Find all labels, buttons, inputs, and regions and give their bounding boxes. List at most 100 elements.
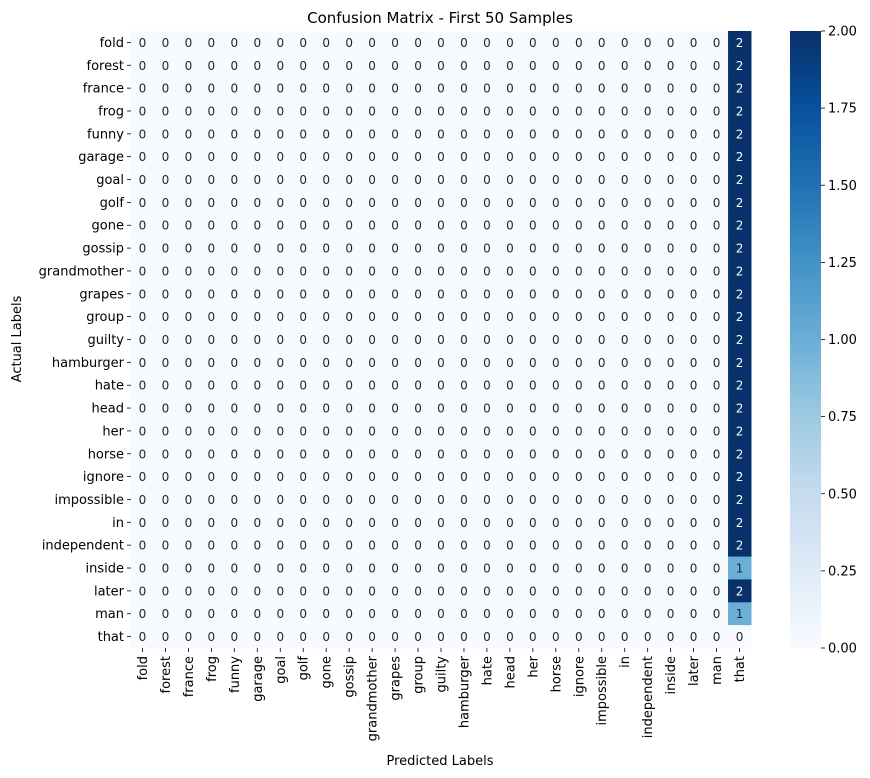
cell-value: 0	[231, 287, 239, 301]
heatmap-cell	[268, 282, 293, 306]
cell-value: 0	[598, 264, 606, 278]
heatmap-cell	[659, 465, 683, 489]
cell-value: 0	[621, 516, 629, 530]
heatmap-cell	[222, 99, 247, 123]
x-tick-label: garage	[251, 656, 266, 702]
heatmap-cell	[245, 625, 270, 649]
heatmap-cell	[705, 31, 729, 55]
cell-value: 0	[139, 607, 147, 621]
heatmap-cell	[406, 31, 431, 55]
heatmap-cell	[636, 31, 660, 55]
y-tick-label: gossip	[82, 242, 124, 257]
cell-value: 0	[483, 607, 491, 621]
y-tick-label: her	[102, 424, 124, 439]
cell-value: 0	[162, 379, 170, 393]
heatmap-cell	[567, 350, 591, 375]
cell-value: 0	[552, 310, 560, 324]
cell-value: 2	[736, 173, 744, 187]
heatmap-cell	[314, 533, 339, 558]
cell-value: 0	[231, 470, 239, 484]
heatmap-cell	[268, 328, 293, 352]
heatmap-cell	[705, 122, 729, 146]
cell-value: 0	[322, 150, 330, 164]
cell-value: 0	[529, 264, 537, 278]
cell-value: 0	[644, 562, 652, 576]
cell-value: 0	[667, 516, 675, 530]
heatmap-cell	[337, 31, 362, 55]
cell-value: 0	[185, 59, 193, 73]
cell-value: 0	[437, 447, 445, 461]
heatmap-cell	[360, 190, 385, 215]
cell-value: 0	[231, 424, 239, 438]
heatmap-cell	[406, 305, 431, 329]
heatmap-cell	[590, 350, 614, 375]
heatmap-cell	[521, 282, 545, 306]
cell-value: 2	[736, 219, 744, 233]
heatmap-cell	[360, 99, 385, 123]
heatmap-cell	[245, 488, 270, 512]
cell-value: 0	[208, 607, 216, 621]
cell-value: 0	[345, 82, 353, 96]
heatmap-cell	[544, 373, 568, 398]
cell-value: 0	[598, 424, 606, 438]
x-tick-label: grandmother	[366, 655, 381, 741]
cell-value: 0	[506, 242, 514, 256]
heatmap-cell	[682, 465, 706, 489]
heatmap-cell	[475, 602, 499, 626]
cell-value: 0	[345, 607, 353, 621]
heatmap-cell	[360, 213, 385, 238]
cell-value: 0	[208, 242, 216, 256]
heatmap-cell	[728, 145, 752, 169]
heatmap-cell	[314, 419, 339, 443]
y-tick-label: hate	[95, 379, 124, 394]
cell-value: 0	[529, 173, 537, 187]
heatmap-cell	[360, 419, 385, 443]
cell-value: 0	[667, 310, 675, 324]
heatmap-cell	[291, 602, 316, 626]
cell-value: 0	[345, 516, 353, 530]
heatmap-cell	[613, 533, 637, 558]
heatmap-cell	[636, 76, 660, 101]
heatmap-cell	[636, 510, 660, 535]
heatmap-cell	[314, 488, 339, 512]
heatmap-cell	[337, 579, 362, 603]
heatmap-cell	[199, 602, 224, 626]
cell-value: 0	[575, 516, 583, 530]
cell-value: 2	[736, 424, 744, 438]
cell-value: 0	[162, 402, 170, 416]
heatmap-cell	[705, 213, 729, 238]
cell-value: 0	[414, 493, 422, 507]
heatmap-cell	[268, 168, 293, 192]
cell-value: 0	[208, 82, 216, 96]
cell-value: 0	[391, 493, 399, 507]
heatmap-cell	[199, 122, 224, 146]
cell-value: 0	[552, 36, 560, 50]
heatmap-cell	[452, 305, 476, 329]
cell-value: 0	[460, 104, 468, 118]
cell-value: 0	[552, 127, 560, 141]
cell-value: 0	[621, 287, 629, 301]
cell-value: 0	[575, 82, 583, 96]
heatmap-cell	[406, 556, 431, 580]
cell-value: 0	[621, 196, 629, 210]
heatmap-cell	[705, 533, 729, 558]
cell-value: 0	[391, 287, 399, 301]
heatmap-cell	[222, 213, 247, 238]
cell-value: 0	[162, 584, 170, 598]
cell-value: 0	[345, 402, 353, 416]
cell-value: 0	[414, 333, 422, 347]
cell-value: 0	[713, 424, 721, 438]
heatmap-cell	[268, 99, 293, 123]
y-tick-label: grandmother	[39, 264, 125, 279]
heatmap-cell	[498, 510, 522, 535]
heatmap-cell	[291, 488, 316, 512]
cell-value: 0	[368, 630, 376, 644]
x-axis: fold forest france frog funny garage goal golf g…	[136, 648, 748, 741]
heatmap-cell	[383, 419, 408, 443]
heatmap-cell	[176, 625, 201, 649]
heatmap-cell	[590, 99, 614, 123]
cell-value: 0	[276, 356, 284, 370]
heatmap-cell	[705, 282, 729, 306]
heatmap-cell	[429, 282, 453, 306]
heatmap-cell	[636, 190, 660, 215]
